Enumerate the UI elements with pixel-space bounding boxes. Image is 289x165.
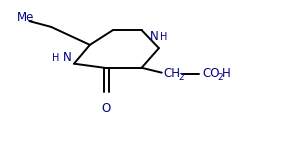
Text: N: N (62, 51, 71, 65)
Text: H: H (160, 32, 168, 42)
Text: H: H (222, 67, 231, 80)
Text: H: H (52, 53, 60, 63)
Text: Me: Me (16, 11, 34, 24)
Text: 2: 2 (178, 73, 184, 82)
Text: CO: CO (202, 67, 220, 80)
Text: 2: 2 (218, 73, 223, 82)
Text: O: O (101, 102, 110, 115)
Text: N: N (150, 30, 159, 43)
Text: CH: CH (163, 67, 180, 80)
